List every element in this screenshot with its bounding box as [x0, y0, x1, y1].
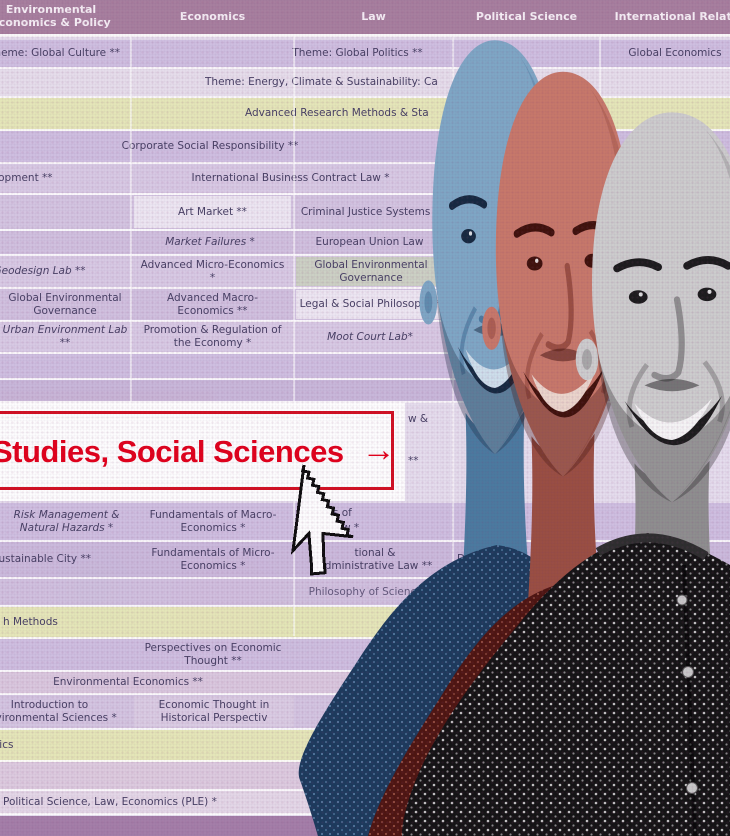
column-divider	[293, 36, 295, 636]
course-cell: Urban Environment Lab **	[2, 324, 128, 349]
banner-red-border	[0, 411, 394, 490]
banner-label: Studies, Social Sciences	[0, 433, 344, 469]
program-link-banner[interactable]: Studies, Social Sciences →	[0, 402, 405, 501]
course-cell: Advanced Macro-Economics **	[167, 291, 258, 317]
course-cell: Moot Court Lab*	[327, 330, 413, 343]
column-divider	[130, 36, 132, 402]
column-header: Economics	[179, 9, 246, 23]
course-cell: Political Science, Law, Economics (PLE) …	[3, 795, 217, 808]
table-row: Theme: Energy, Climate & Sustainability:…	[0, 69, 730, 98]
course-cell: Development **	[0, 172, 53, 185]
course-cell: Market Failures *	[165, 236, 255, 249]
course-cell: tional & Administrative Law **	[300, 542, 450, 577]
course-cell: nomics	[0, 738, 14, 751]
course-cell: European Union Law	[315, 236, 424, 249]
course-cell: Advanced Micro-Economics *	[140, 258, 285, 284]
column-header: Environmental Economics & Policy	[0, 3, 111, 29]
covered-text-fragment: w &	[408, 413, 429, 425]
course-cell: Global Economics	[628, 47, 722, 60]
course-cell: Theme: Energy, Climate & Sustainability:…	[205, 76, 438, 89]
course-cell: Art Market **	[134, 196, 291, 228]
course-cell-line: Administrative Law **	[317, 559, 433, 572]
table-row: Risk Management & Natural Hazards * Fund…	[0, 503, 730, 542]
shirt-button	[682, 666, 694, 678]
course-cell: h Methods	[3, 615, 58, 628]
course-cell: Promotion & Regulation of the Economy *	[143, 324, 282, 349]
course-cell-line: tional &	[354, 546, 396, 559]
course-cell: Criminal Justice Systems **	[300, 205, 445, 218]
course-cell: Theme: Global Politics **	[292, 47, 423, 60]
course-cell: Philosophy of Science *	[308, 585, 432, 598]
course-cell: Corporate Social Responsibility **	[121, 140, 299, 153]
course-cell: Fundamentals of Micro-Economics *	[151, 546, 275, 572]
course-cell: Advanced Research Methods & Sta	[245, 107, 429, 120]
shirt-button	[676, 594, 688, 606]
table-header-row: Environmental Economics & Policy Economi…	[0, 0, 730, 37]
column-header: International Relations	[614, 9, 730, 23]
course-cell: e Sustainable City **	[0, 553, 91, 566]
course-cell: Perspectives on Economic Thought **	[144, 641, 282, 667]
covered-text-fragment: **	[408, 455, 419, 467]
course-cell: Global Environmental Governance	[296, 257, 446, 286]
course-cell: Environmental Economics **	[53, 676, 203, 689]
column-header: Law	[361, 9, 386, 23]
column-header: Political Science	[475, 9, 578, 23]
table-row: Theme: Global Culture ** Theme: Global P…	[0, 40, 730, 69]
course-cell: Risk Management & Natural Hazards *	[13, 508, 120, 534]
arrow-right-icon: →	[361, 431, 396, 469]
course-cell: Fundamentals of Macro-Economics *	[149, 508, 277, 534]
course-cell: Geodesign Lab **	[0, 265, 86, 278]
course-cell: Economic Thought in Historical Perspecti…	[134, 696, 294, 727]
course-cell: Global Environmental Governance	[8, 291, 122, 317]
mouse-cursor-icon	[290, 463, 354, 576]
shirt-collar	[595, 533, 709, 560]
course-cell: Theme: Global Culture **	[0, 47, 120, 60]
course-cell: International Business Contract Law *	[191, 172, 390, 185]
shirt-button	[686, 782, 698, 794]
course-cell: Introduction to Environmental Sciences *	[0, 698, 117, 724]
